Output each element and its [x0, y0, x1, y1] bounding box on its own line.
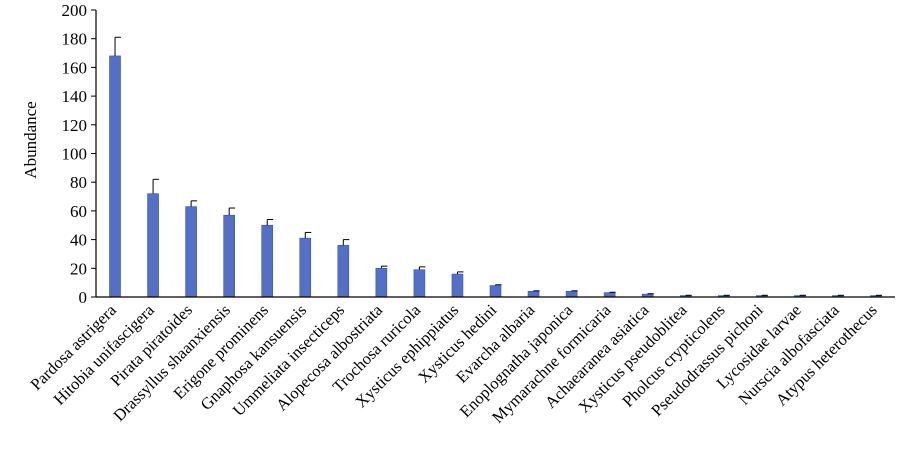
y-tick-label: 120: [62, 116, 88, 135]
bar: [375, 267, 388, 298]
bar: [223, 214, 235, 298]
y-tick-label: 160: [62, 58, 88, 77]
bar: [185, 206, 197, 298]
y-tick-label: 40: [70, 231, 87, 250]
y-ticks-group: 0 20 40 60 80 100 120 140 160 180 200: [62, 1, 96, 307]
bar: [489, 285, 502, 298]
axes-group: [95, 10, 895, 298]
y-tick-label: 140: [62, 87, 88, 106]
y-tick-label: 0: [79, 288, 88, 307]
y-tick-label: 100: [62, 145, 88, 164]
y-tick-label: 60: [70, 202, 87, 221]
bar: [451, 273, 464, 298]
bar: [413, 269, 426, 298]
bar: [565, 290, 578, 298]
bar: [109, 55, 121, 298]
error-bars-group: [114, 36, 882, 296]
bar: [337, 245, 350, 298]
y-tick-label: 180: [62, 30, 88, 49]
bar: [147, 193, 159, 298]
bar: [527, 290, 540, 298]
bar: [603, 292, 616, 298]
y-axis-title: Abundance: [21, 101, 40, 178]
y-tick-label: 200: [62, 1, 88, 20]
bar: [299, 237, 312, 298]
y-tick-label: 20: [70, 259, 87, 278]
bars-group: [109, 55, 882, 298]
y-tick-label: 80: [70, 173, 87, 192]
bar: [261, 224, 274, 298]
